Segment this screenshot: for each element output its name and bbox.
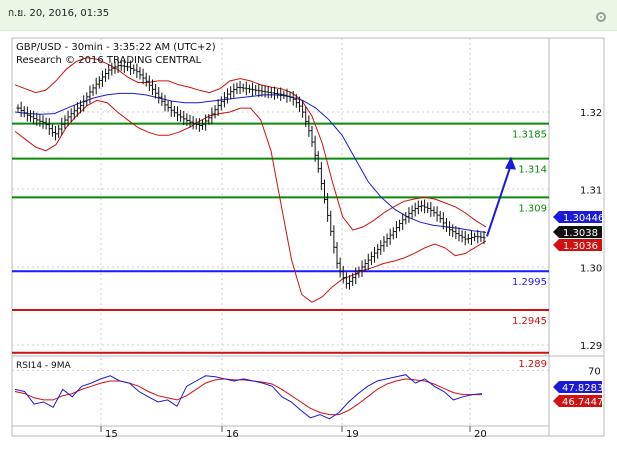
x-tick-label: 15 <box>105 429 118 440</box>
price-tag <box>553 211 602 223</box>
levels: 1.3185 1.314 1.309 1.2995 1.2945 1.289 <box>12 122 549 370</box>
y-tick-label: 1.31 <box>580 186 602 197</box>
rsi-value-label: 47.8283 <box>562 383 603 394</box>
x-axis-ticks: 15 16 19 20 <box>100 426 487 440</box>
forecast-arrow-head <box>505 156 516 170</box>
rsi-panel: 70 47.8283 46.7447 <box>12 367 603 420</box>
price-tag <box>553 239 602 251</box>
chart-subtitle: Research © 2016 TRADING CENTRAL <box>16 55 202 66</box>
rsi-label: RSI14 - 9MA <box>16 361 72 371</box>
chart-title: GBP/USD - 30min - 3:35:22 AM (UTC+2) <box>16 42 216 53</box>
price-tag-label: 1.3038 <box>563 228 598 239</box>
bollinger-upper-line <box>14 57 487 231</box>
level-label: 1.2945 <box>512 316 547 327</box>
level-label: 1.289 <box>518 359 547 370</box>
gear-icon <box>596 12 606 22</box>
x-tick-label: 19 <box>346 429 359 440</box>
y-axis-ticks: 1.32 1.31 1.30 1.29 <box>580 108 602 352</box>
level-label: 1.3185 <box>512 130 547 141</box>
level-label: 1.2995 <box>512 277 547 288</box>
price-bars <box>16 59 486 290</box>
bollinger-lower-line <box>14 99 487 303</box>
rsi-value-label: 46.7447 <box>562 397 603 408</box>
rsi-tick-label: 70 <box>588 367 601 378</box>
rsi-value-tag <box>553 395 602 407</box>
price-tag-label: 1.30446 <box>563 213 604 224</box>
level-label: 1.309 <box>518 203 547 214</box>
y-tick-label: 1.29 <box>580 341 602 352</box>
bollinger-bands <box>14 57 487 303</box>
price-tags: 1.30446 1.3038 1.3036 <box>553 211 604 252</box>
level-label: 1.314 <box>518 165 547 176</box>
price-tag-label: 1.3036 <box>563 241 598 252</box>
rsi-value-tag <box>553 381 602 393</box>
datetime-label: ก.ย. 20, 2016, 01:35 <box>8 8 110 19</box>
top-bar: ก.ย. 20, 2016, 01:35 <box>0 0 617 31</box>
y-tick-label: 1.30 <box>580 263 602 274</box>
x-tick-label: 16 <box>226 429 239 440</box>
rsi-line <box>14 374 483 420</box>
settings-gear-icon[interactable] <box>596 8 614 26</box>
rsi-ma-line <box>14 378 482 416</box>
forecast-arrow <box>486 156 516 237</box>
x-tick-label: 20 <box>474 429 487 440</box>
y-tick-label: 1.32 <box>580 108 602 119</box>
price-tag <box>553 226 602 238</box>
chart-frame <box>11 37 605 437</box>
forecast-arrow-shaft <box>486 164 512 237</box>
